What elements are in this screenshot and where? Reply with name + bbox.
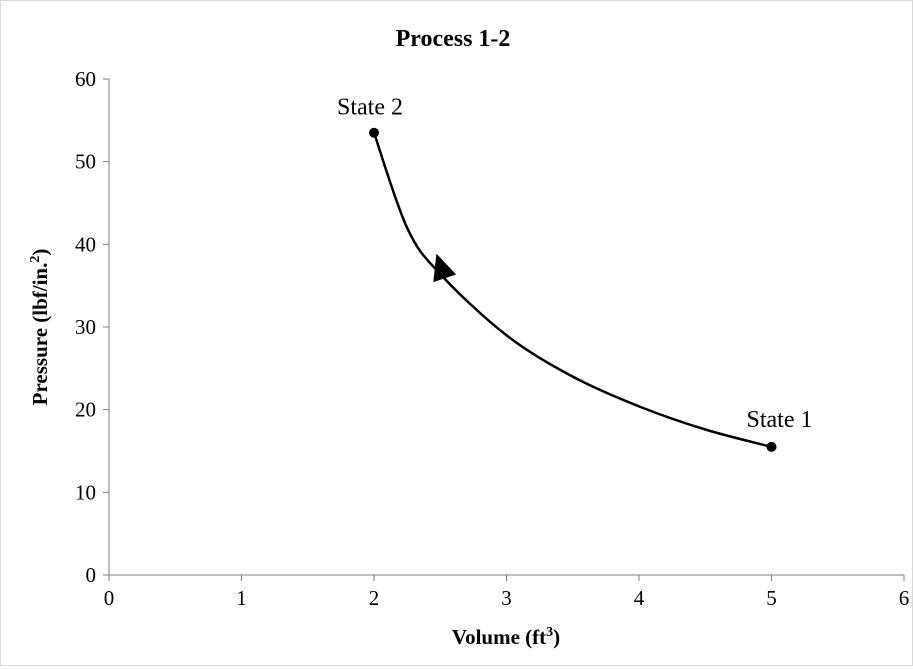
state-points: State 1 State 2 (337, 95, 813, 452)
state-point-label: State 2 (337, 95, 403, 121)
x-tick-label: 0 (104, 586, 115, 610)
process-curve (372, 132, 772, 449)
direction-arrow (433, 253, 457, 283)
y-tick-label: 50 (75, 150, 96, 174)
state-point-marker (766, 441, 777, 452)
y-tick-label: 40 (75, 232, 96, 256)
y-ticks: 0 10 20 30 40 50 60 (75, 67, 109, 587)
y-tick-label: 30 (75, 315, 96, 339)
x-tick-label: 5 (766, 586, 777, 610)
x-tick-label: 1 (236, 586, 247, 610)
x-ticks: 0 1 2 3 4 5 6 (104, 575, 910, 610)
y-tick-label: 0 (86, 563, 97, 587)
x-tick-label: 2 (369, 586, 380, 610)
state-point-label: State 1 (747, 407, 813, 433)
x-tick-label: 6 (899, 586, 910, 610)
y-tick-label: 10 (75, 480, 96, 504)
chart-title: Process 1-2 (396, 26, 511, 52)
state-point-marker (369, 127, 379, 138)
x-axis-title: Volume (ft3) (452, 625, 560, 649)
x-tick-label: 3 (501, 586, 512, 610)
y-tick-label: 60 (75, 67, 96, 91)
y-tick-label: 20 (75, 398, 96, 422)
axes (108, 79, 904, 576)
x-tick-label: 4 (634, 586, 645, 610)
y-axis-title: Pressure (lbf/in.2) (28, 249, 52, 406)
